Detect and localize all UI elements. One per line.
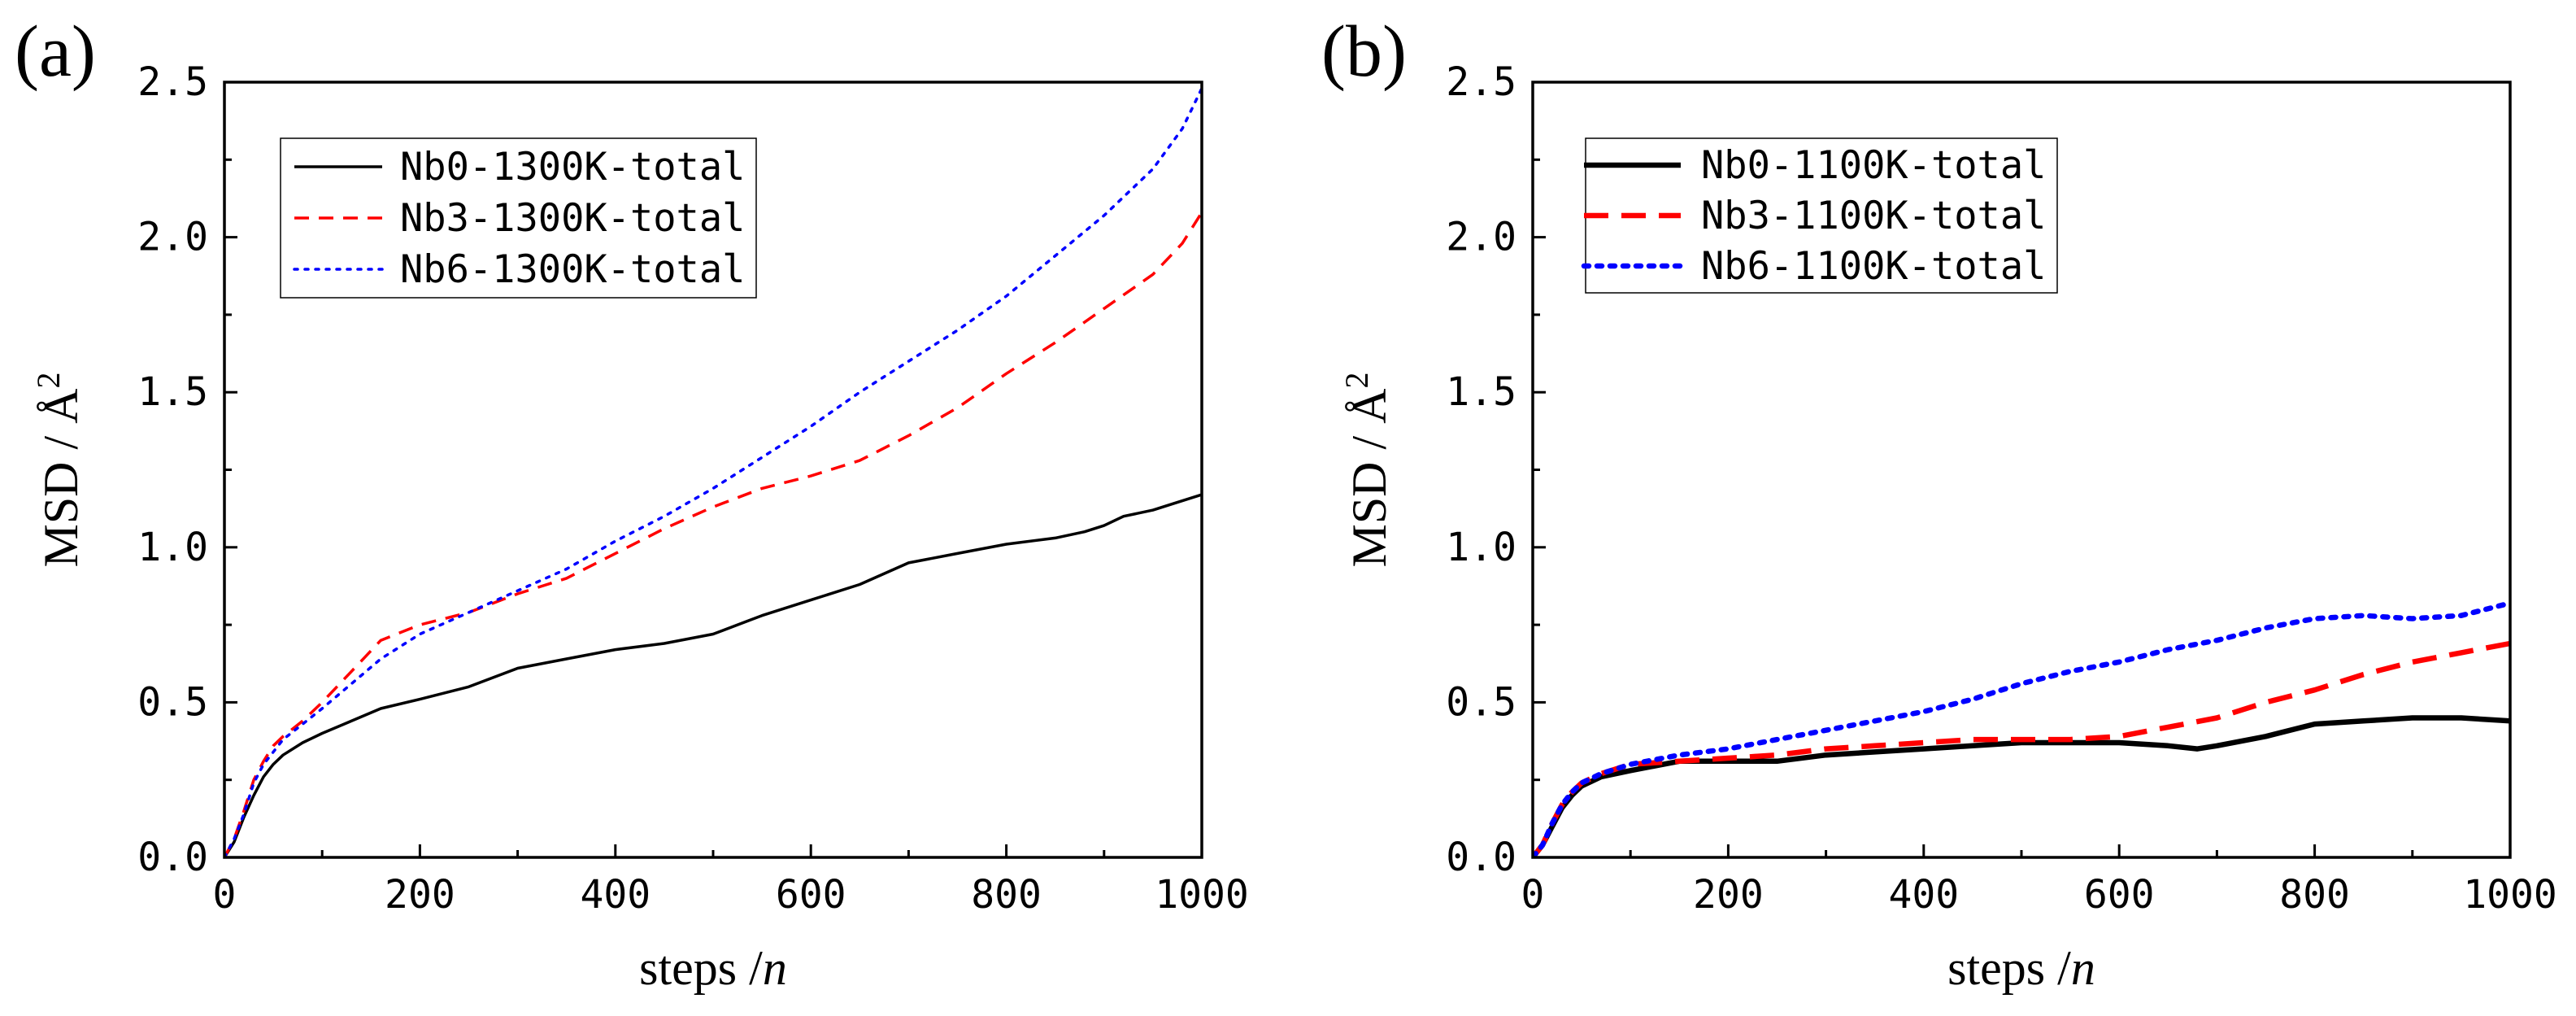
y-axis-title: MSD / Å2 [1338,372,1396,567]
x-axis-title-text: steps / [1947,941,2071,995]
chart-panel-a: (a) 0 200 400 600 800 1000 0.0 0.5 1.0 1.5 2.0 2.5 st… [15,11,1249,995]
series-group [224,86,1202,857]
y-tick-label: 1.0 [1446,525,1516,570]
x-axis-title-variable: n [763,941,787,995]
x-tick-label: 0 [1521,872,1545,918]
y-tick-label: 2.0 [137,215,208,260]
y-tick-label: 2.5 [137,59,208,105]
chart-panel-b: (b) 0 200 400 600 800 1000 0.0 0.5 1.0 1.5 2.0 2.5 st… [1321,11,2557,995]
x-tick-label: 800 [2279,872,2350,918]
y-axis-title-text: MSD / Å [1342,388,1396,567]
y-tick-label: 0.5 [1446,679,1516,725]
x-tick-label: 200 [385,872,455,918]
legend-label: Nb6-1100K-total [1701,244,2046,289]
y-axis-title-superscript: 2 [1338,372,1375,388]
x-tick-label: 400 [1888,872,1959,918]
legend-box [280,137,757,299]
x-tick-label: 600 [2084,872,2155,918]
x-tick-label: 800 [971,872,1042,918]
x-axis-title: steps /n [639,941,787,995]
x-axis-title-variable: n [2071,941,2095,995]
panel-label: (a) [15,11,96,92]
x-axis-title-text: steps / [639,941,763,995]
x-tick-label: 400 [580,872,651,918]
y-tick-label: 0.0 [137,835,208,880]
y-tick-label: 1.5 [137,369,208,415]
series-group [1533,600,2510,857]
x-tick-label: 1000 [1155,872,1249,918]
y-tick-label: 1.0 [137,525,208,570]
legend-label: Nb3-1300K-total [400,196,745,241]
series-line-nb0-1300k-total [224,493,1202,857]
series-line-nb3-1100k-total [1533,640,2510,857]
x-axis-title: steps /n [1947,941,2095,995]
y-axis-title-superscript: 2 [30,372,67,388]
legend: Nb0-1100K-total Nb3-1100K-total Nb6-1100K-… [1581,137,2058,294]
x-tick-label: 0 [213,872,237,918]
series-line-nb6-1300k-total [224,86,1202,857]
y-tick-label: 0.0 [1446,835,1516,880]
y-axis-title-text: MSD / Å [34,388,88,567]
x-tick-label: 1000 [2463,872,2557,918]
series-line-nb3-1300k-total [224,211,1202,857]
y-axis-title: MSD / Å2 [30,372,88,567]
legend-label: Nb0-1100K-total [1701,143,2046,188]
y-tick-label: 1.5 [1446,369,1516,415]
legend: Nb0-1300K-total Nb3-1300K-total Nb6-1300K-… [280,137,757,299]
legend-label: Nb6-1300K-total [400,247,745,292]
panel-label: (b) [1321,11,1407,92]
x-tick-label: 600 [776,872,846,918]
series-line-nb6-1100k-total [1533,600,2510,857]
y-tick-label: 2.5 [1446,59,1516,105]
y-tick-label: 0.5 [137,679,208,725]
x-tick-label: 200 [1693,872,1764,918]
legend-label: Nb0-1300K-total [400,145,745,190]
legend-label: Nb3-1100K-total [1701,194,2046,238]
y-tick-label: 2.0 [1446,215,1516,260]
